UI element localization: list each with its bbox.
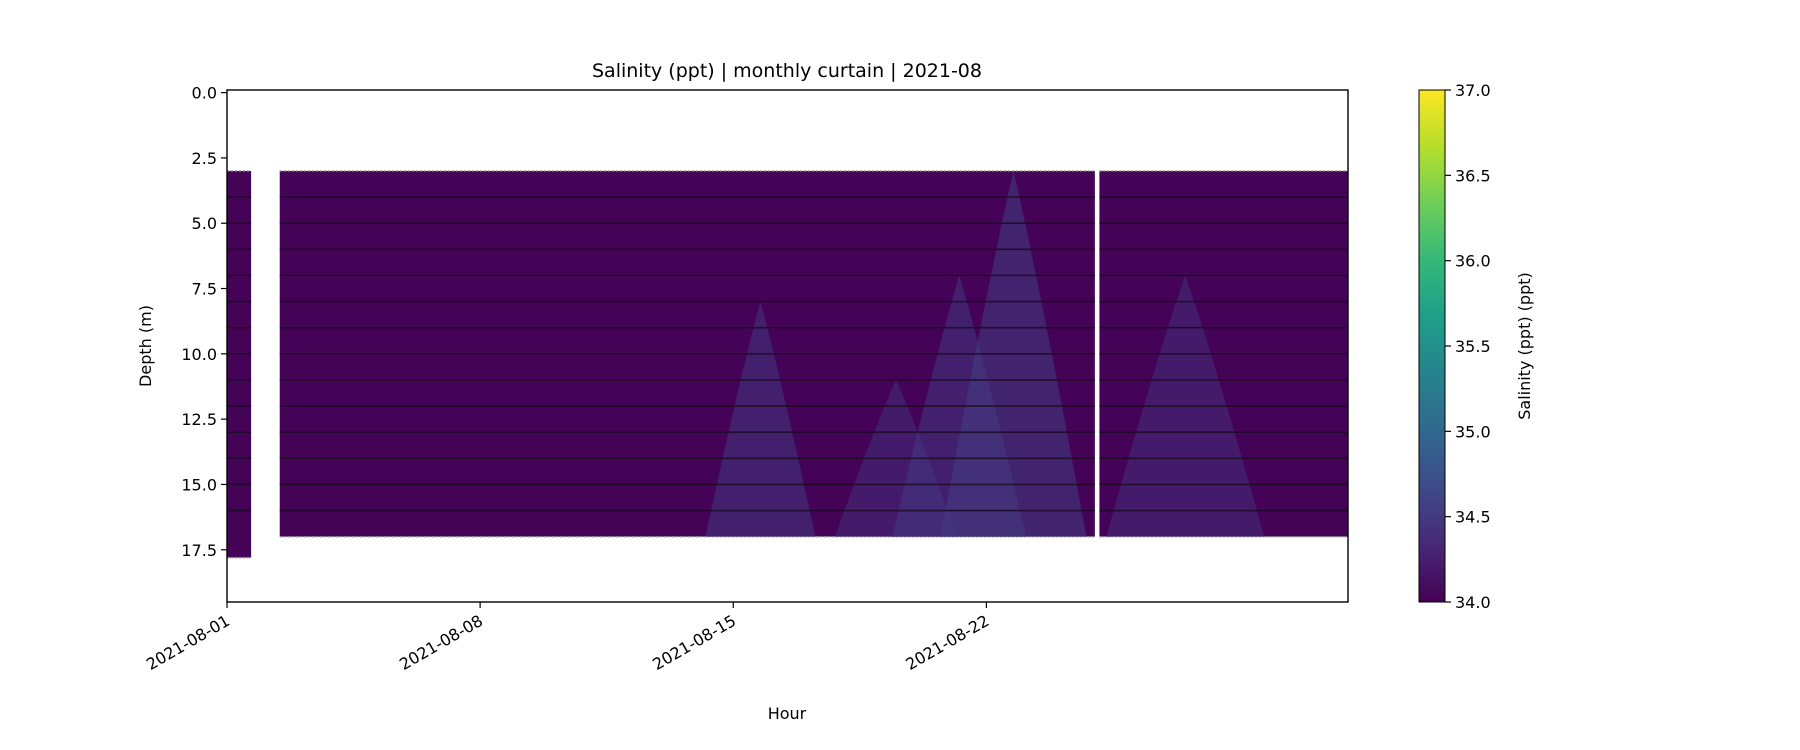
x-tick-label: 2021-08-08 bbox=[396, 611, 486, 674]
y-tick-label: 12.5 bbox=[181, 410, 217, 429]
y-tick-label: 7.5 bbox=[192, 280, 217, 299]
x-tick-label: 2021-08-01 bbox=[143, 611, 233, 674]
y-tick-label: 10.0 bbox=[181, 345, 217, 364]
y-axis-label: Depth (m) bbox=[136, 305, 155, 387]
chart-title: Salinity (ppt) | monthly curtain | 2021-… bbox=[592, 60, 982, 82]
colorbar: 34.0 34.5 35.0 35.5 36.0 36.5 37.0 bbox=[1418, 81, 1491, 612]
y-tick-label: 2.5 bbox=[192, 149, 217, 168]
salinity-heatmap bbox=[227, 170, 1348, 559]
y-tick-label: 0.0 bbox=[192, 84, 217, 103]
y-tick-label: 5.0 bbox=[192, 214, 217, 233]
plot-frame bbox=[226, 89, 1349, 603]
colorbar-gradient bbox=[1418, 89, 1446, 603]
colorbar-tick-label: 35.5 bbox=[1455, 337, 1491, 356]
colorbar-tick-label: 37.0 bbox=[1455, 81, 1491, 100]
colorbar-tick-label: 34.0 bbox=[1455, 593, 1491, 612]
salinity-patch bbox=[705, 301, 816, 537]
x-axis: 2021-08-01 2021-08-08 2021-08-15 2021-08-22 bbox=[143, 602, 992, 674]
x-tick-label: 2021-08-22 bbox=[902, 611, 992, 674]
y-tick-label: 15.0 bbox=[181, 475, 217, 494]
x-axis-label: Hour bbox=[768, 704, 807, 723]
colorbar-tick-label: 36.0 bbox=[1455, 252, 1491, 271]
colorbar-tick-label: 35.0 bbox=[1455, 422, 1491, 441]
y-tick-label: 17.5 bbox=[181, 541, 217, 560]
x-tick-label: 2021-08-15 bbox=[649, 611, 739, 674]
colorbar-label: Salinity (ppt) (ppt) bbox=[1515, 272, 1534, 420]
data-segment-1 bbox=[227, 170, 252, 558]
y-axis: 0.0 2.5 5.0 7.5 10.0 12.5 15.0 17.5 bbox=[181, 84, 227, 560]
sensor-depth-lines bbox=[227, 196, 1348, 512]
colorbar-tick-label: 34.5 bbox=[1455, 508, 1491, 527]
colorbar-tick-label: 36.5 bbox=[1455, 166, 1491, 185]
